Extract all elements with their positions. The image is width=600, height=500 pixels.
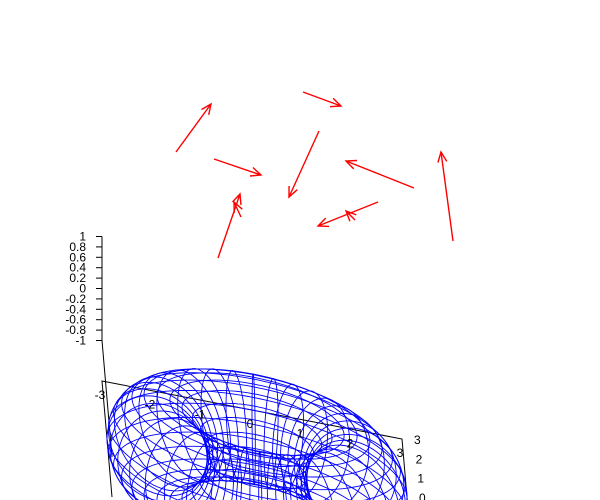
- torus-parallel: [204, 431, 310, 478]
- z-axis-ticks: 10.80.60.40.20-0.2-0.4-0.6-0.8-1: [65, 230, 102, 348]
- vector-arrow: [213, 158, 263, 177]
- vector-arrow: [344, 209, 357, 222]
- torus-parallel: [113, 379, 401, 500]
- vector-arrow: [175, 102, 213, 153]
- torus-meridian: [177, 368, 232, 482]
- x-tick-label: 0: [247, 417, 254, 431]
- torus-parallel: [143, 368, 371, 468]
- z-tick-label: 0.6: [69, 250, 86, 264]
- torus-parallel: [121, 372, 393, 491]
- torus-parallel: [156, 476, 314, 500]
- vector-arrow: [288, 130, 320, 199]
- x-tick-label: -2: [145, 398, 156, 412]
- vector-arrow: [302, 91, 343, 108]
- z-tick-label: -0.8: [65, 323, 86, 337]
- torus-meridian: [263, 378, 279, 489]
- torus-parallel: [131, 458, 351, 500]
- z-tick-label: -0.4: [65, 302, 86, 316]
- z-tick-label: -0.6: [65, 313, 86, 327]
- torus-parallel: [121, 445, 372, 500]
- z-tick-label: 0.4: [69, 261, 86, 275]
- torus-parallel: [143, 468, 330, 500]
- torus-surface: [106, 368, 408, 500]
- vector-field: [175, 91, 454, 259]
- torus-parallel: [199, 417, 315, 467]
- x-tick-label: -1: [195, 407, 206, 421]
- y-tick-label: 3: [414, 433, 421, 447]
- z-axis-connector: [101, 340, 113, 458]
- z-tick-label: 0.8: [69, 240, 86, 254]
- vector-arrow: [217, 192, 242, 259]
- torus-parallel: [169, 480, 306, 500]
- vector-arrow: [316, 201, 379, 228]
- vector-arrow: [344, 159, 415, 189]
- z-tick-label: 0: [79, 282, 86, 296]
- y-tick-label: 1: [417, 472, 424, 486]
- vector-arrow: [437, 150, 454, 242]
- z-tick-label: -1: [75, 334, 86, 348]
- x-tick-label: 3: [397, 446, 404, 460]
- torus-parallel: [108, 416, 403, 500]
- torus-parallel: [108, 389, 406, 500]
- x-tick-label: 2: [347, 436, 354, 450]
- torus-parallel: [191, 476, 309, 500]
- z-tick-label: -0.2: [65, 292, 86, 306]
- torus-parallel: [206, 445, 308, 491]
- x-axis-ticks: -3 -2 -1 0 1 2 3: [95, 388, 404, 460]
- x-tick-label: -3: [95, 388, 106, 402]
- torus-parallel: [191, 402, 323, 460]
- y-tick-label: 0: [419, 491, 426, 500]
- vector-arrow: [233, 200, 243, 218]
- y-tick-label: 2: [416, 452, 423, 466]
- x-tick-label: 1: [297, 427, 304, 441]
- torus-parallel: [204, 458, 310, 500]
- torus-parallel: [106, 402, 408, 500]
- z-tick-label: 0.2: [69, 271, 86, 285]
- torus-parallel: [181, 390, 333, 456]
- z-tick-label: 1: [79, 230, 86, 244]
- torus-parallel: [156, 372, 358, 460]
